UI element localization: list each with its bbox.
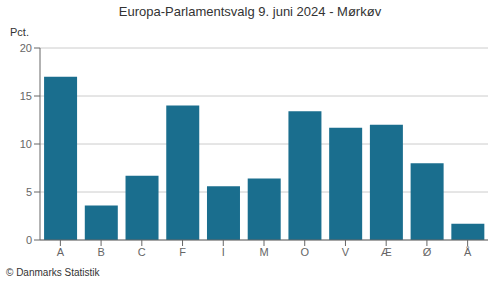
- svg-text:A: A: [57, 246, 65, 258]
- svg-text:C: C: [138, 246, 146, 258]
- svg-text:0: 0: [26, 234, 32, 246]
- svg-text:15: 15: [20, 90, 32, 102]
- svg-text:Å: Å: [464, 246, 472, 258]
- svg-text:5: 5: [26, 186, 32, 198]
- svg-text:I: I: [222, 246, 225, 258]
- html-text:Europa-Parlamentsvalg 9. juni: Europa-Parlamentsvalg 9. juni 2024 - Mør…: [118, 4, 382, 19]
- svg-text:B: B: [97, 246, 104, 258]
- svg-text:10: 10: [20, 138, 32, 150]
- svg-text:V: V: [342, 246, 350, 258]
- svg-text:M: M: [259, 246, 268, 258]
- svg-text:Ø: Ø: [423, 246, 432, 258]
- html-text:© Danmarks Statistik: © Danmarks Statistik: [6, 267, 100, 278]
- html-text:Pct.: Pct.: [10, 26, 29, 38]
- svg-text:20: 20: [20, 42, 32, 54]
- svg-text:Æ: Æ: [381, 246, 392, 258]
- svg-text:F: F: [179, 246, 186, 258]
- svg-text:O: O: [300, 246, 309, 258]
